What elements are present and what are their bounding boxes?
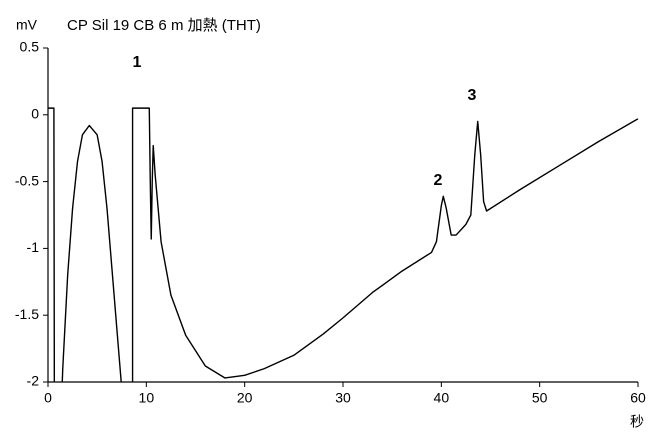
y-tick-label: 0: [31, 106, 39, 122]
x-tick-label: 0: [44, 390, 52, 406]
y-tick-label: -1.5: [15, 306, 39, 322]
x-tick-label: 10: [139, 390, 155, 406]
peak-label: 3: [468, 87, 477, 104]
x-tick-label: 20: [237, 390, 253, 406]
x-tick-label: 50: [532, 390, 548, 406]
data-line: [48, 107, 639, 382]
y-tick-label: -2: [27, 373, 40, 389]
y-tick-label: 0.5: [20, 39, 40, 55]
chart-title: CP Sil 19 CB 6 m 加熱 (THT): [67, 17, 261, 34]
x-tick-label: 60: [630, 390, 646, 406]
x-tick-label: 40: [434, 390, 450, 406]
x-tick-label: 30: [335, 390, 351, 406]
x-axis-label: 秒: [630, 414, 644, 430]
peak-label: 2: [434, 172, 443, 189]
y-tick-label: -1: [27, 239, 40, 255]
y-axis-label: mV: [16, 17, 38, 33]
y-tick-label: -0.5: [15, 172, 39, 188]
peak-label: 1: [133, 54, 142, 71]
